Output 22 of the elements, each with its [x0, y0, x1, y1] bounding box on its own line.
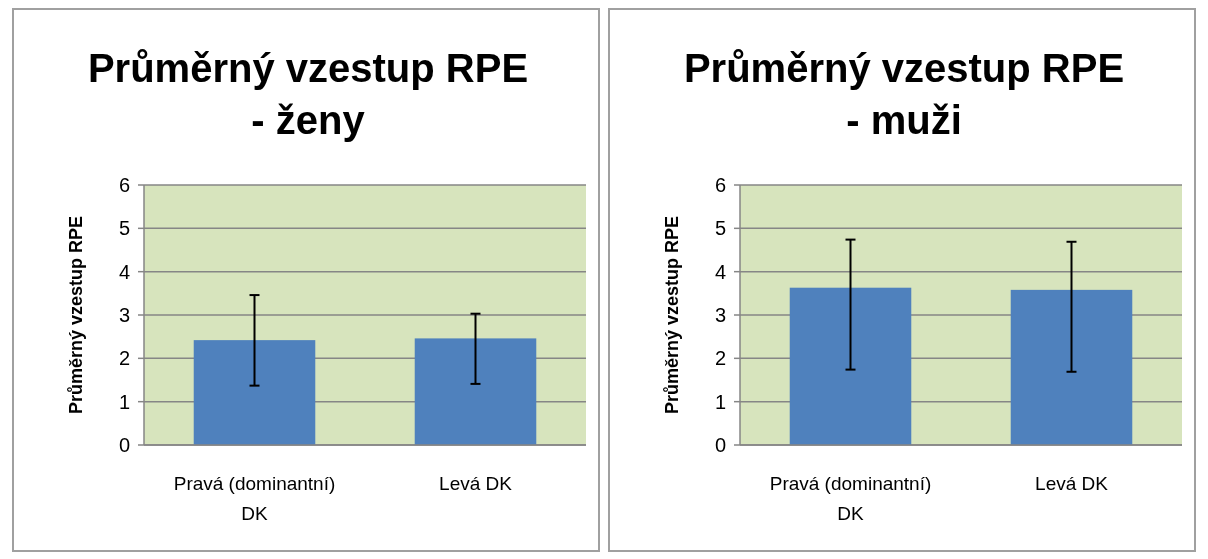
- y-tick-label: 0: [714, 434, 726, 456]
- y-axis-title: Průměrný vzestup RPE: [662, 215, 682, 415]
- y-tick-label: 4: [714, 260, 726, 283]
- y-tick-label: 2: [714, 347, 726, 370]
- y-tick-label: 1: [714, 390, 726, 413]
- y-tick-label: 0: [118, 434, 130, 456]
- x-tick-label: Levá DK: [1035, 473, 1109, 494]
- y-tick-label: 5: [714, 217, 726, 240]
- x-tick-label: Pravá (dominantní) DK: [173, 473, 336, 524]
- x-tick-label: Levá DK: [439, 473, 513, 494]
- y-tick-label: 3: [714, 304, 726, 326]
- y-tick-label: 4: [118, 260, 130, 283]
- y-tick-label: 5: [118, 217, 130, 240]
- x-tick-label: Pravá (dominantní) DK: [769, 473, 932, 524]
- y-tick-label: 6: [714, 174, 726, 196]
- y-tick-label: 6: [118, 174, 130, 196]
- y-tick-label: 2: [118, 347, 130, 370]
- y-tick-label: 3: [118, 304, 130, 326]
- chart-title: Průměrný vzestup RPE - muži: [683, 46, 1125, 142]
- chart-title: Průměrný vzestup RPE - ženy: [87, 46, 529, 142]
- y-axis-title: Průměrný vzestup RPE: [66, 215, 86, 415]
- y-tick-label: 1: [118, 390, 130, 413]
